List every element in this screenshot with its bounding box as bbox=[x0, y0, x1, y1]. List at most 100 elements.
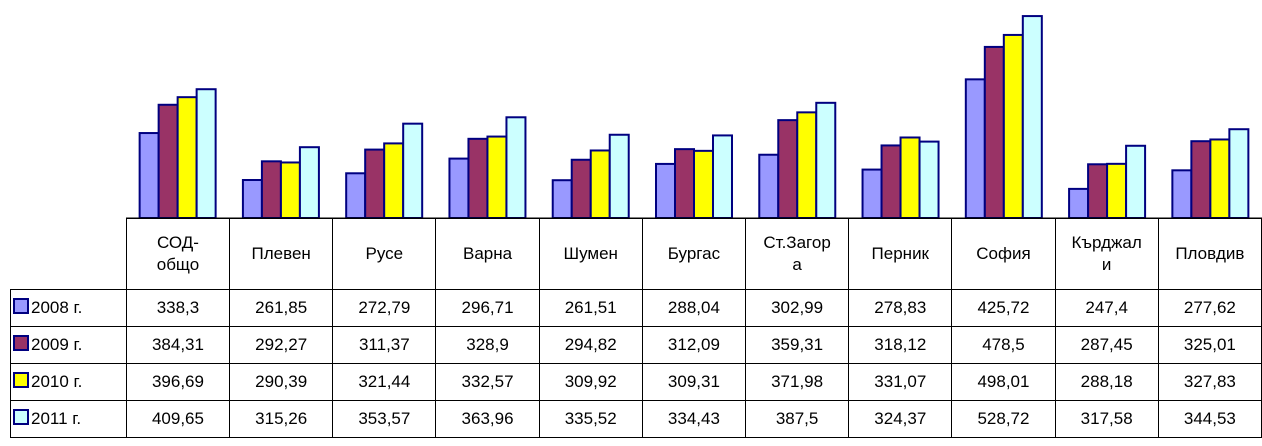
value-cell: 478,5 bbox=[951, 326, 1056, 364]
data-row: 2010 г. 396,69 290,39 321,44 332,57 309,92 309… bbox=[10, 363, 1262, 401]
chart bbox=[126, 15, 1262, 218]
legend-swatch bbox=[13, 409, 29, 425]
value-cell: 288,04 bbox=[641, 289, 747, 327]
bar bbox=[880, 144, 902, 218]
legend-label: 2009 г. bbox=[31, 335, 83, 354]
value-cell: 318,12 bbox=[848, 326, 953, 364]
value-cell: 387,5 bbox=[744, 400, 850, 438]
bar bbox=[570, 158, 592, 218]
bar bbox=[157, 103, 179, 218]
value-cell: 344,53 bbox=[1157, 400, 1262, 438]
category-cell: София bbox=[951, 218, 1056, 290]
bar bbox=[712, 134, 733, 218]
bar bbox=[1002, 33, 1024, 218]
category-cell: Русе bbox=[332, 218, 437, 290]
value-cell: 247,4 bbox=[1054, 289, 1159, 327]
bar bbox=[674, 148, 695, 218]
legend-label: 2008 г. bbox=[31, 298, 83, 317]
value-cell: 528,72 bbox=[951, 400, 1056, 438]
category-cell: Кърджали bbox=[1054, 218, 1159, 290]
value-cell: 317,58 bbox=[1054, 400, 1159, 438]
bar bbox=[298, 146, 320, 218]
bar bbox=[758, 153, 780, 218]
value-cell: 309,92 bbox=[538, 363, 643, 401]
bar bbox=[1209, 138, 1231, 218]
value-cell: 321,44 bbox=[332, 363, 437, 401]
value-cell: 409,65 bbox=[125, 400, 231, 438]
data-row: 2008 г. 338,3 261,85 272,79 296,71 261,51 288,… bbox=[10, 289, 1262, 327]
bar bbox=[176, 96, 198, 218]
value-cell: 261,85 bbox=[229, 289, 334, 327]
value-cell: 290,39 bbox=[229, 363, 334, 401]
bar bbox=[279, 161, 301, 218]
value-cell: 302,99 bbox=[744, 289, 850, 327]
value-cell: 327,83 bbox=[1157, 363, 1262, 401]
bar bbox=[448, 157, 470, 218]
bar bbox=[383, 142, 405, 218]
bar bbox=[1228, 128, 1250, 218]
category-cell: Перник bbox=[848, 218, 953, 290]
bar bbox=[138, 132, 160, 218]
bar bbox=[983, 45, 1005, 218]
value-cell: 332,57 bbox=[435, 363, 540, 401]
legend-entry: 2009 г. bbox=[10, 326, 127, 364]
bar bbox=[345, 172, 367, 218]
bar bbox=[402, 122, 424, 218]
bar bbox=[1190, 140, 1212, 218]
legend-entry: 2010 г. bbox=[10, 363, 127, 401]
bar bbox=[467, 137, 489, 218]
bar bbox=[693, 149, 714, 218]
category-label: Бургас bbox=[667, 244, 721, 263]
value-cell: 371,98 bbox=[744, 363, 850, 401]
bar bbox=[964, 78, 986, 218]
value-cell: 311,37 bbox=[332, 326, 437, 364]
category-label: СОД-общо bbox=[156, 233, 200, 274]
bar bbox=[260, 160, 282, 218]
value-cell: 325,01 bbox=[1157, 326, 1262, 364]
category-cell: Плевен bbox=[229, 218, 334, 290]
category-label: Пловдив bbox=[1175, 244, 1245, 263]
legend-swatch bbox=[13, 335, 29, 351]
value-cell: 353,57 bbox=[332, 400, 437, 438]
category-label: Плевен bbox=[251, 244, 311, 263]
bar bbox=[796, 111, 818, 218]
value-cell: 261,51 bbox=[538, 289, 643, 327]
value-cell: 338,3 bbox=[125, 289, 231, 327]
value-cell: 384,31 bbox=[125, 326, 231, 364]
value-cell: 425,72 bbox=[951, 289, 1056, 327]
category-label: Шумен bbox=[563, 244, 618, 263]
value-cell: 328,9 bbox=[435, 326, 540, 364]
bar bbox=[505, 116, 527, 218]
bar bbox=[608, 133, 630, 218]
value-cell: 324,37 bbox=[848, 400, 953, 438]
legend-label: 2010 г. bbox=[31, 372, 83, 391]
category-cell: СОД-общо bbox=[125, 218, 231, 290]
bar bbox=[589, 149, 611, 218]
category-cell: Бургас bbox=[641, 218, 747, 290]
header-row: СОД-общо Плевен Русе Варна Шумен Бургас Ст.Заг… bbox=[11, 218, 1262, 290]
category-label: Варна bbox=[462, 244, 513, 263]
data-table: СОД-общо Плевен Русе Варна Шумен Бургас Ст.Заг… bbox=[10, 218, 1262, 438]
value-cell: 312,09 bbox=[641, 326, 747, 364]
value-cell: 396,69 bbox=[125, 363, 231, 401]
bar bbox=[1021, 15, 1043, 218]
data-row: 2011 г. 409,65 315,26 353,57 363,96 335,52 334… bbox=[10, 400, 1262, 438]
value-cell: 331,07 bbox=[848, 363, 953, 401]
bar bbox=[899, 136, 921, 218]
category-cell: Шумен bbox=[538, 218, 643, 290]
bar bbox=[486, 135, 508, 218]
category-cell: Ст.Загора bbox=[744, 218, 850, 290]
category-cell: Пловдив bbox=[1157, 218, 1262, 290]
bar bbox=[364, 148, 386, 218]
value-cell: 296,71 bbox=[435, 289, 540, 327]
bar bbox=[1125, 144, 1147, 218]
legend-entry: 2008 г. bbox=[10, 289, 127, 327]
category-label: Перник bbox=[871, 244, 929, 263]
bar bbox=[1171, 169, 1193, 218]
bar bbox=[1106, 162, 1128, 218]
value-cell: 278,83 bbox=[848, 289, 953, 327]
data-row: 2009 г. 384,31 292,27 311,37 328,9 294,82 312,… bbox=[10, 326, 1262, 364]
bar bbox=[655, 162, 676, 218]
legend-entry: 2011 г. bbox=[10, 400, 127, 438]
